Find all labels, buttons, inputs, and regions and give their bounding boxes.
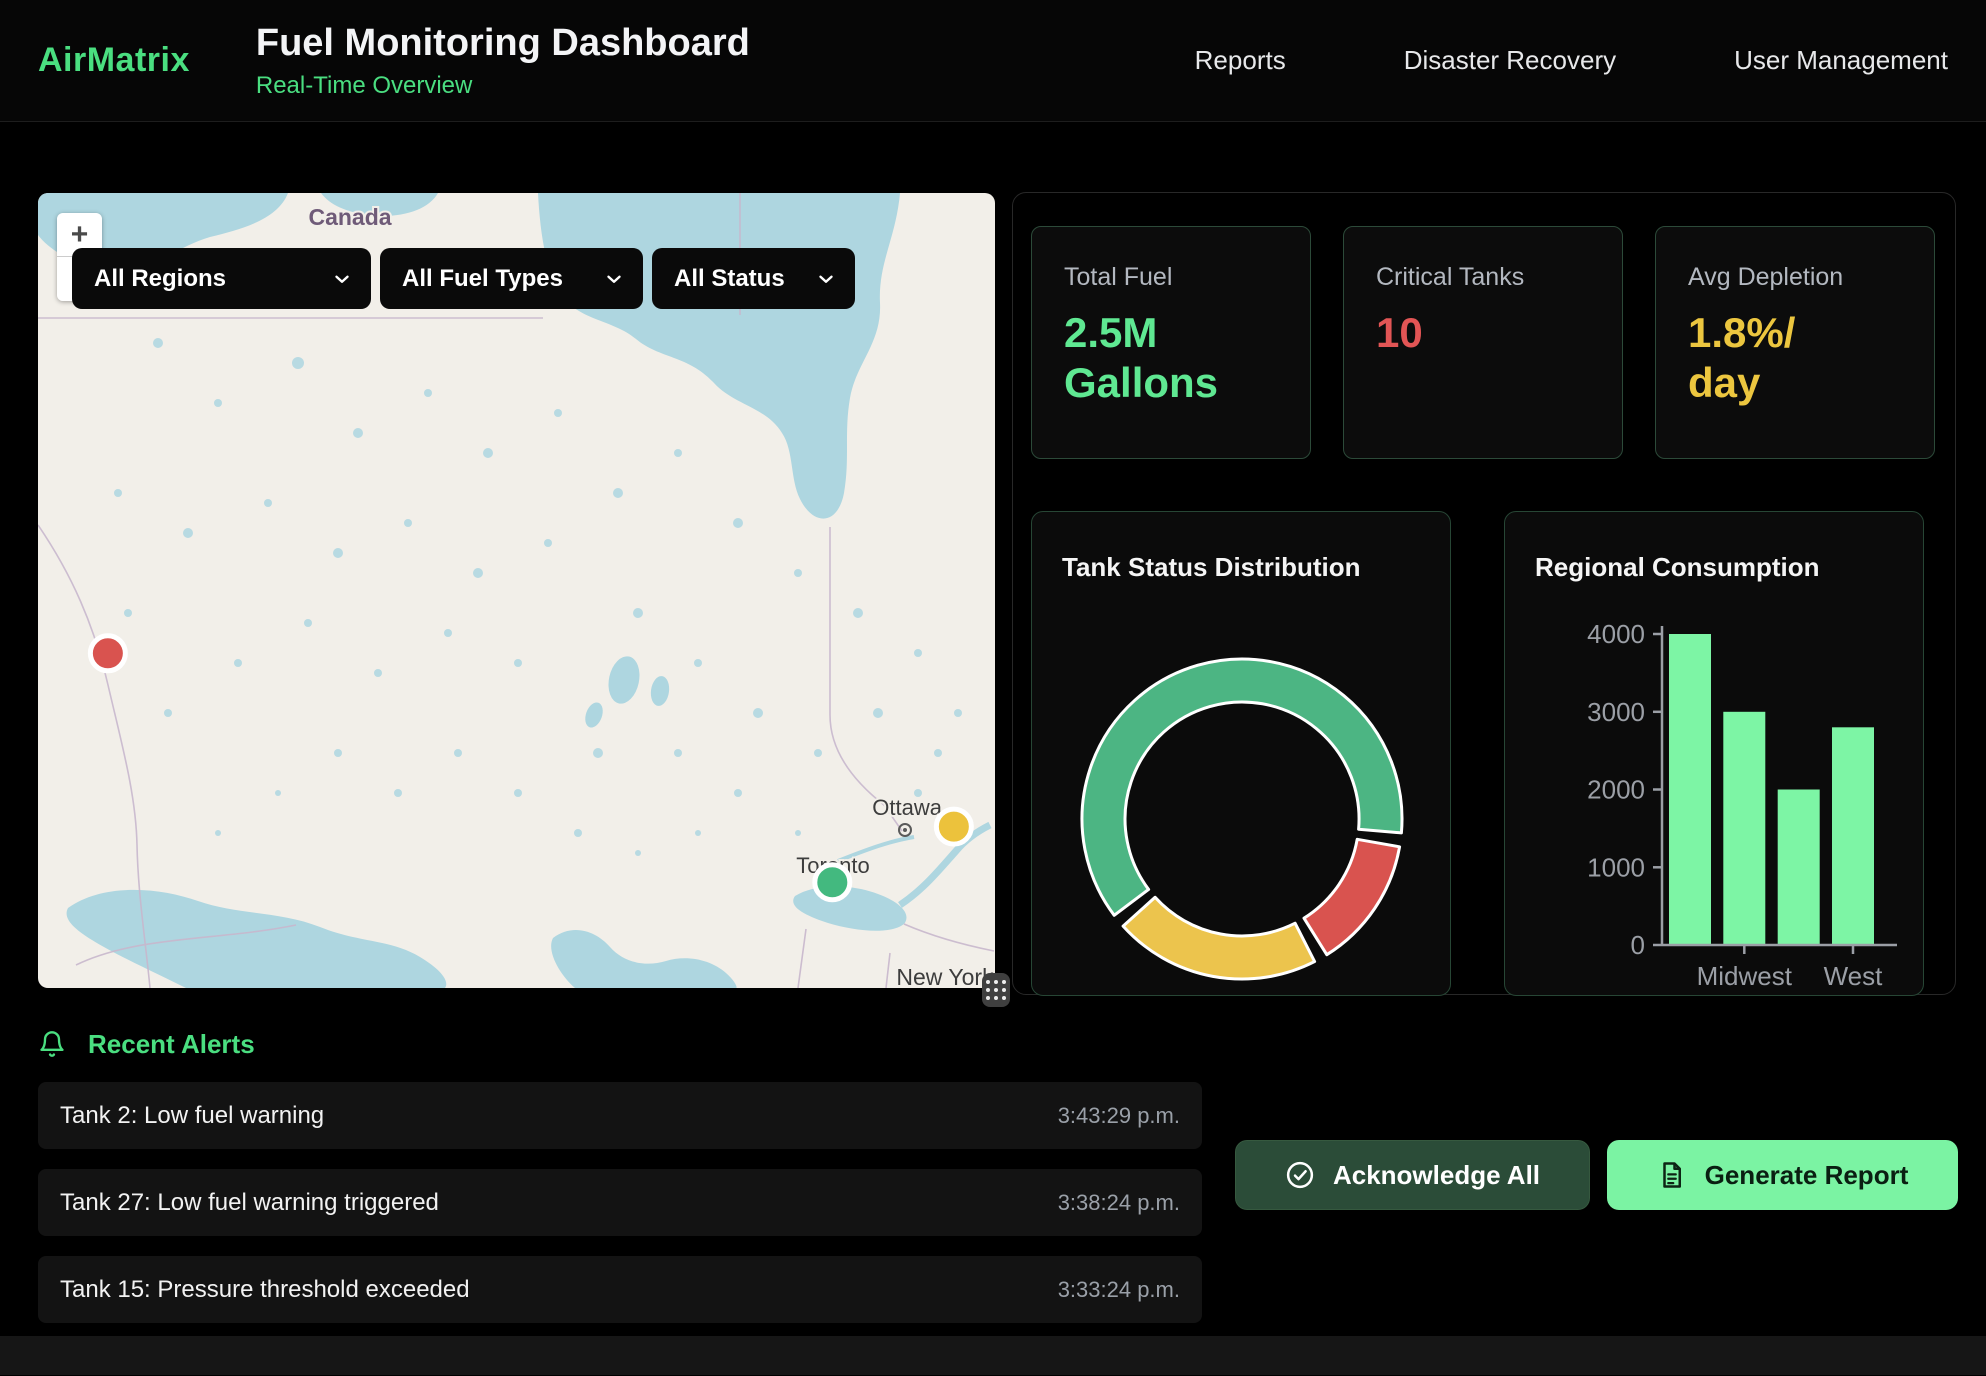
nav-item-reports[interactable]: Reports [1195, 45, 1286, 76]
filter-select-all-regions[interactable]: All Regions [72, 248, 371, 309]
regional-consumption-bar-chart: 0 1000 2000 3000 4000 Midwest West [1505, 512, 1923, 995]
overview-panel: Total Fuel 2.5M Gallons Critical Tanks 10 Av… [1012, 192, 1956, 995]
y-tick-label: 0 [1631, 930, 1645, 960]
bar-value-4000 [1669, 634, 1711, 945]
filter-select-all-status[interactable]: All Status [652, 248, 855, 309]
alert-timestamp: 3:38:24 p.m. [1058, 1190, 1180, 1216]
stat-label: Avg Depletion [1688, 263, 1902, 292]
tank-marker-warning[interactable] [936, 809, 971, 844]
map[interactable]: CanadaOttawaTorontoNew York [38, 193, 995, 988]
regional-consumption-title: Regional Consumption [1535, 552, 1820, 583]
bar-value-2800 [1832, 727, 1874, 945]
tank-status-donut-chart [1032, 512, 1450, 995]
acknowledge-all-button[interactable]: Acknowledge All [1235, 1140, 1590, 1210]
tank-marker-critical[interactable] [90, 636, 125, 671]
alerts-title: Recent Alerts [88, 1029, 255, 1060]
footer-bar [0, 1336, 1986, 1375]
x-tick-label: West [1824, 961, 1884, 991]
alert-message: Tank 27: Low fuel warning triggered [60, 1189, 439, 1217]
alerts-list: Tank 2: Low fuel warning3:43:29 p.m.Tank… [38, 1082, 1202, 1323]
tank-status-title: Tank Status Distribution [1062, 552, 1361, 583]
stat-value: 2.5M Gallons [1064, 308, 1278, 407]
alerts-section: Recent Alerts Tank 2: Low fuel warning 3:… [38, 1029, 1956, 1323]
resize-drag-handle[interactable] [982, 973, 1010, 1007]
chevron-down-icon [331, 268, 353, 290]
tank-marker-normal[interactable] [815, 865, 850, 900]
acknowledge-all-label: Acknowledge All [1333, 1160, 1540, 1191]
stat-label: Critical Tanks [1376, 263, 1590, 292]
alert-message: Tank 2: Low fuel warning [60, 1102, 324, 1130]
alert-message: Tank 15: Pressure threshold exceeded [60, 1276, 470, 1304]
check-circle-icon [1285, 1160, 1315, 1190]
actions-column: Acknowledge All Generate Report [1235, 1140, 1958, 1210]
top-bar: AirMatrix Fuel Monitoring Dashboard Real… [0, 0, 1986, 122]
alert-row[interactable]: Tank 15: Pressure threshold exceeded 3:33… [38, 1256, 1202, 1323]
alert-row[interactable]: Tank 2: Low fuel warning 3:43:29 p.m. [38, 1082, 1202, 1149]
generate-report-button[interactable]: Generate Report [1607, 1140, 1958, 1210]
donut-segment-critical [1304, 839, 1400, 954]
regional-consumption-panel: Regional Consumption 0 1000 2000 3000 4000 Mi… [1504, 511, 1924, 996]
alerts-header: Recent Alerts [38, 1029, 1202, 1059]
bar-value-2000 [1778, 790, 1820, 946]
nav-item-disaster-recovery[interactable]: Disaster Recovery [1404, 45, 1616, 76]
filter-value: All Fuel Types [402, 265, 563, 293]
stat-card-avg-depletion: Avg Depletion 1.8%/ day [1655, 226, 1935, 459]
alert-timestamp: 3:33:24 p.m. [1058, 1277, 1180, 1303]
map-label-ottawa: Ottawa [872, 795, 942, 820]
map-filters: All Regions All Fuel Types All Status [72, 248, 855, 309]
x-tick-label: Midwest [1697, 961, 1793, 991]
generate-report-label: Generate Report [1705, 1160, 1909, 1191]
main-nav: Reports Disaster Recovery User Management [1195, 45, 1948, 76]
filter-select-all-fuel-types[interactable]: All Fuel Types [380, 248, 643, 309]
document-icon [1657, 1160, 1687, 1190]
alert-row[interactable]: Tank 27: Low fuel warning triggered 3:38:… [38, 1169, 1202, 1236]
y-tick-label: 2000 [1587, 775, 1645, 805]
bell-icon [38, 1030, 66, 1058]
charts-row: Tank Status Distribution Regional Consum… [1031, 511, 1935, 996]
title-block: Fuel Monitoring Dashboard Real-Time Over… [256, 22, 750, 100]
map-canvas[interactable]: CanadaOttawaTorontoNew York [38, 193, 995, 988]
fuel-monitoring-dashboard: { "app": { "accent_green": "#4ade80" }, … [0, 0, 1986, 1376]
bar-value-3000 [1723, 712, 1765, 945]
alerts-column: Recent Alerts Tank 2: Low fuel warning 3:… [38, 1029, 1202, 1323]
y-tick-label: 3000 [1587, 697, 1645, 727]
stat-card-total-fuel: Total Fuel 2.5M Gallons [1031, 226, 1311, 459]
filter-value: All Status [674, 265, 785, 293]
stat-card-critical-tanks: Critical Tanks 10 [1343, 226, 1623, 459]
stat-label: Total Fuel [1064, 263, 1278, 292]
nav-item-user-management[interactable]: User Management [1734, 45, 1948, 76]
y-tick-label: 4000 [1587, 619, 1645, 649]
map-panel: CanadaOttawaTorontoNew York + − All Regi… [38, 193, 995, 988]
stats-row: Total Fuel 2.5M Gallons Critical Tanks 10 Av… [1031, 226, 1935, 459]
page-subtitle: Real-Time Overview [256, 72, 750, 100]
chevron-down-icon [815, 268, 837, 290]
stat-value: 1.8%/ day [1688, 308, 1902, 407]
map-label-canada: Canada [308, 204, 391, 230]
stat-value: 10 [1376, 308, 1590, 358]
y-tick-label: 1000 [1587, 852, 1645, 882]
donut-segment-warning [1123, 897, 1315, 979]
map-label-new-york: New York [896, 964, 994, 988]
alert-timestamp: 3:43:29 p.m. [1058, 1103, 1180, 1129]
chevron-down-icon [603, 268, 625, 290]
page-title: Fuel Monitoring Dashboard [256, 22, 750, 65]
tank-status-panel: Tank Status Distribution [1031, 511, 1451, 996]
main-content: CanadaOttawaTorontoNew York + − All Regi… [38, 193, 1956, 995]
app-logo: AirMatrix [38, 41, 190, 80]
filter-value: All Regions [94, 265, 226, 293]
